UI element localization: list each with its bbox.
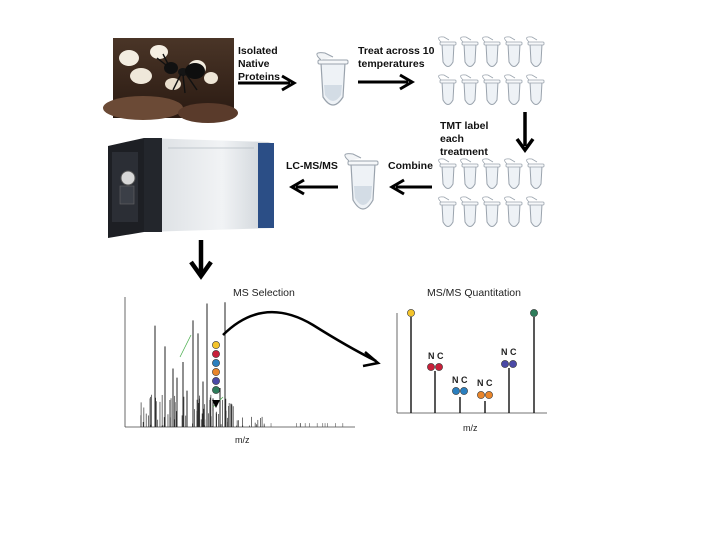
selection-marker: [212, 400, 220, 408]
tag-dot: [212, 341, 220, 349]
tag-dot: [212, 368, 220, 376]
msms-title: MS/MS Quantitation: [427, 287, 521, 299]
ms-selection-title: MS Selection: [233, 287, 295, 299]
step-isolate-label: Isolated Native Proteins: [238, 45, 281, 83]
ms-selection-panel: MS Selection m/z: [115, 285, 365, 445]
reporter-dot: [477, 391, 485, 399]
arrow-left-combine: [389, 178, 432, 196]
tube-grid-middle: [438, 158, 545, 227]
tag-dot: [212, 377, 220, 385]
reporter-dot: [435, 363, 443, 371]
pair-label-1: N C: [428, 351, 444, 361]
step-tmt-label: TMT label each treatment: [440, 120, 489, 158]
msms-panel: MS/MS Quantitation m/z N C N C N C N C: [385, 285, 560, 445]
pair-label-3: N C: [477, 378, 493, 388]
step-lcms-label: LC-MS/MS: [286, 160, 338, 172]
pair-label-2: N C: [452, 375, 468, 385]
tag-dot: [212, 359, 220, 367]
tube-icon: [482, 158, 501, 189]
reporter-dot: [427, 363, 435, 371]
arrow-right-1: [238, 74, 297, 92]
tube-icon: [438, 196, 457, 227]
reporter-dot: [530, 309, 538, 317]
arrow-left-lcms: [289, 178, 338, 196]
tube-icon: [526, 158, 545, 189]
tube-icon: [482, 196, 501, 227]
step-combine-label: Combine: [388, 160, 433, 172]
labeled-peptide-dots: [212, 341, 220, 408]
tube-icon: [504, 74, 523, 105]
combined-tube-icon: [344, 152, 383, 223]
tube-icon: [482, 36, 501, 67]
pair-label-4: N C: [501, 347, 517, 357]
microcentrifuge-tube-icon: [315, 52, 353, 118]
tag-dot: [212, 386, 220, 394]
tube-icon: [526, 74, 545, 105]
tag-dot: [212, 350, 220, 358]
tube-icon: [504, 196, 523, 227]
reporter-dot: [460, 387, 468, 395]
tube-icon: [438, 158, 457, 189]
tube-icon: [504, 36, 523, 67]
ms-selection-xlabel: m/z: [235, 435, 250, 445]
reporter-dot: [485, 391, 493, 399]
tube-icon: [526, 36, 545, 67]
reporter-dot: [501, 360, 509, 368]
arrow-right-2: [358, 73, 415, 91]
tube-grid-top: [438, 36, 545, 105]
ant-photo: [103, 38, 238, 123]
annotation-line: [179, 334, 192, 358]
reporter-dot: [509, 360, 517, 368]
tube-icon: [460, 36, 479, 67]
arrow-down-ms: [189, 240, 213, 280]
tube-icon: [460, 74, 479, 105]
tube-icon: [438, 36, 457, 67]
tube-icon: [438, 74, 457, 105]
ms-selection-spectrum: [124, 297, 355, 428]
curved-arrow: [222, 310, 381, 368]
step-treat-label: Treat across 10 temperatures: [358, 45, 435, 70]
tube-icon: [482, 74, 501, 105]
tube-icon: [460, 196, 479, 227]
msms-spectrum: [396, 309, 547, 414]
mass-spectrometer-icon: [108, 138, 278, 243]
tube-icon: [504, 158, 523, 189]
msms-xlabel: m/z: [463, 423, 478, 433]
reporter-dot: [452, 387, 460, 395]
arrow-down-right: [515, 112, 535, 153]
tube-icon: [460, 158, 479, 189]
reporter-dot: [407, 309, 415, 317]
tube-icon: [526, 196, 545, 227]
